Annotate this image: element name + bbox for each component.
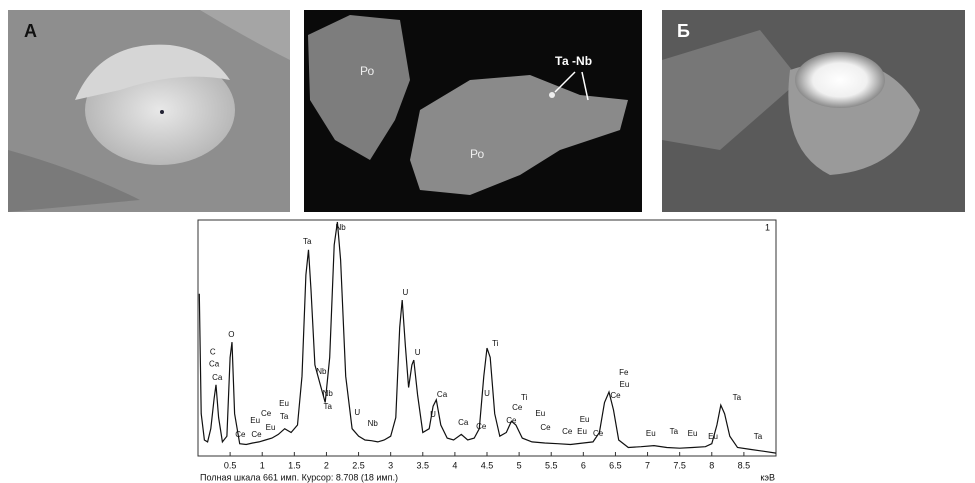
sem-image-b: Б	[662, 10, 965, 212]
peak-label: Nb	[323, 389, 334, 398]
peak-label: Ce	[261, 409, 272, 418]
peak-label: Eu	[620, 380, 630, 389]
x-tick-label: 3.5	[417, 460, 430, 470]
peak-label: Eu	[279, 399, 289, 408]
peak-label: Ca	[209, 359, 220, 368]
peak-label: Nb	[368, 419, 379, 428]
peak-label: Ti	[521, 393, 528, 402]
x-tick-label: 8	[709, 460, 714, 470]
x-tick-label: 0.5	[224, 460, 237, 470]
peak-label: Ta	[303, 237, 312, 246]
peak-label: Eu	[580, 415, 590, 424]
x-tick-label: 6	[581, 460, 586, 470]
peak-label: Ce	[512, 403, 523, 412]
sem-image-a: А	[8, 10, 290, 212]
peak-label: Ce	[593, 429, 604, 438]
x-tick-label: 4.5	[481, 460, 494, 470]
x-tick-label: 8.5	[738, 460, 751, 470]
x-tick-label: 4	[452, 460, 457, 470]
peak-label: Ce	[540, 423, 551, 432]
panel-label: Б	[677, 21, 690, 41]
peak-label: Ce	[506, 416, 517, 425]
x-tick-label: 2	[324, 460, 329, 470]
mineral-label: Та -Nb	[555, 54, 592, 68]
peak-label: O	[228, 330, 234, 339]
peak-label: Ca	[458, 418, 469, 427]
peak-label: Ce	[610, 391, 621, 400]
peak-label: Eu	[646, 429, 656, 438]
peak-label: Ce	[251, 430, 262, 439]
peak-label: Eu	[688, 429, 698, 438]
x-tick-label: 1.5	[288, 460, 301, 470]
x-axis-label: кэВ	[760, 472, 775, 482]
peak-label: Nb	[316, 367, 327, 376]
peak-label: Ta	[670, 427, 679, 436]
peak-label: Ca	[437, 390, 448, 399]
x-tick-label: 1	[260, 460, 265, 470]
peak-label: Ce	[562, 427, 573, 436]
peak-label: C	[210, 347, 216, 356]
peak-label: Ta	[754, 432, 763, 441]
peak-label: U	[415, 348, 421, 357]
x-tick-label: 5	[517, 460, 522, 470]
peak-label: Ca	[212, 373, 223, 382]
peak-label: Ta	[733, 393, 742, 402]
x-tick-label: 2.5	[352, 460, 365, 470]
peak-label: U	[430, 410, 436, 419]
peak-label: Eu	[535, 409, 545, 418]
panel-number: 1	[765, 222, 770, 232]
peak-label: Eu	[708, 432, 718, 441]
footer: Полная шкала 661 имп. Курсор: 8.708 (18 …	[200, 472, 398, 482]
panel-label: А	[24, 21, 37, 41]
peak-label: Nb	[335, 223, 346, 232]
mineral-label: Ро	[470, 147, 484, 161]
peak-label: Ti	[492, 339, 499, 348]
x-tick-label: 7.5	[673, 460, 686, 470]
peak-label: U	[403, 288, 409, 297]
peak-label: Eu	[266, 423, 276, 432]
peak-label: Ta	[324, 402, 333, 411]
peak-label: Ce	[235, 430, 246, 439]
x-tick-label: 3	[388, 460, 393, 470]
peak-label: Eu	[577, 427, 587, 436]
peak-label: U	[354, 408, 360, 417]
peak-label: U	[484, 389, 490, 398]
peak-label: Fe	[619, 368, 629, 377]
peak-label: Ta	[280, 412, 289, 421]
x-tick-label: 5.5	[545, 460, 558, 470]
mineral-label: Ро	[360, 64, 374, 78]
x-tick-label: 7	[645, 460, 650, 470]
figure: А Ро Ро Та -Nb Б 1 Полная шкала 661 имп.…	[0, 0, 975, 483]
peak-label: Eu	[250, 416, 260, 425]
peak-label: Ce	[476, 422, 487, 431]
x-tick-label: 6.5	[609, 460, 622, 470]
sem-image-center: Ро Ро Та -Nb	[304, 10, 642, 212]
